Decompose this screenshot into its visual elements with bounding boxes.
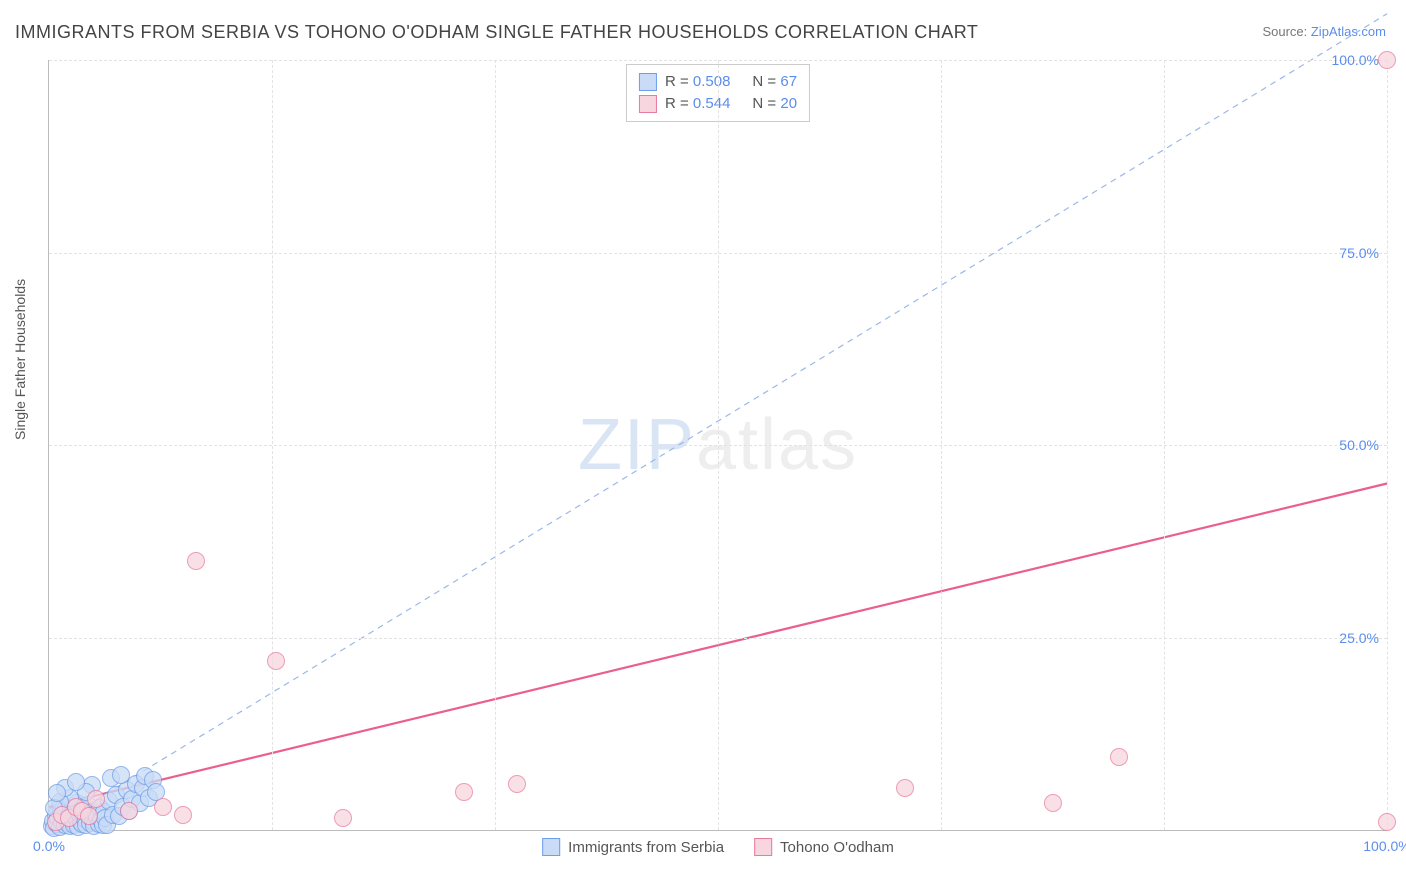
data-point-tohono	[187, 552, 205, 570]
data-point-serbia	[67, 773, 85, 791]
data-point-tohono	[896, 779, 914, 797]
data-point-tohono	[1378, 813, 1396, 831]
data-point-tohono	[87, 790, 105, 808]
data-point-tohono	[120, 802, 138, 820]
series-legend: Immigrants from Serbia Tohono O'odham	[542, 838, 894, 856]
chart-title: IMMIGRANTS FROM SERBIA VS TOHONO O'ODHAM…	[15, 22, 978, 43]
gridline-vertical	[495, 60, 496, 830]
data-point-tohono	[1110, 748, 1128, 766]
source-link[interactable]: ZipAtlas.com	[1311, 24, 1386, 39]
gridline-vertical	[1387, 60, 1388, 830]
gridline-vertical	[272, 60, 273, 830]
legend-swatch	[639, 95, 657, 113]
data-point-tohono	[267, 652, 285, 670]
data-point-tohono	[334, 809, 352, 827]
data-point-tohono	[508, 775, 526, 793]
data-point-tohono	[1378, 51, 1396, 69]
y-tick-label: 25.0%	[1339, 630, 1379, 646]
gridline-vertical	[941, 60, 942, 830]
data-point-serbia	[48, 784, 66, 802]
x-tick-label: 0.0%	[33, 838, 65, 854]
gridline-vertical	[1164, 60, 1165, 830]
y-tick-label: 50.0%	[1339, 437, 1379, 453]
legend-swatch	[542, 838, 560, 856]
data-point-tohono	[455, 783, 473, 801]
data-point-tohono	[80, 807, 98, 825]
gridline-vertical	[718, 60, 719, 830]
legend-item-tohono: Tohono O'odham	[754, 838, 894, 856]
data-point-tohono	[154, 798, 172, 816]
data-point-tohono	[174, 806, 192, 824]
x-tick-label: 100.0%	[1363, 838, 1406, 854]
y-tick-label: 100.0%	[1332, 52, 1379, 68]
data-point-serbia	[112, 766, 130, 784]
y-tick-label: 75.0%	[1339, 245, 1379, 261]
data-point-tohono	[1044, 794, 1062, 812]
legend-item-serbia: Immigrants from Serbia	[542, 838, 724, 856]
source-attribution: Source: ZipAtlas.com	[1262, 24, 1386, 39]
legend-swatch	[754, 838, 772, 856]
scatter-plot-area: ZIPatlas R = 0.508N = 67R = 0.544N = 20 …	[48, 60, 1387, 831]
y-axis-label: Single Father Households	[12, 279, 28, 440]
legend-swatch	[639, 73, 657, 91]
